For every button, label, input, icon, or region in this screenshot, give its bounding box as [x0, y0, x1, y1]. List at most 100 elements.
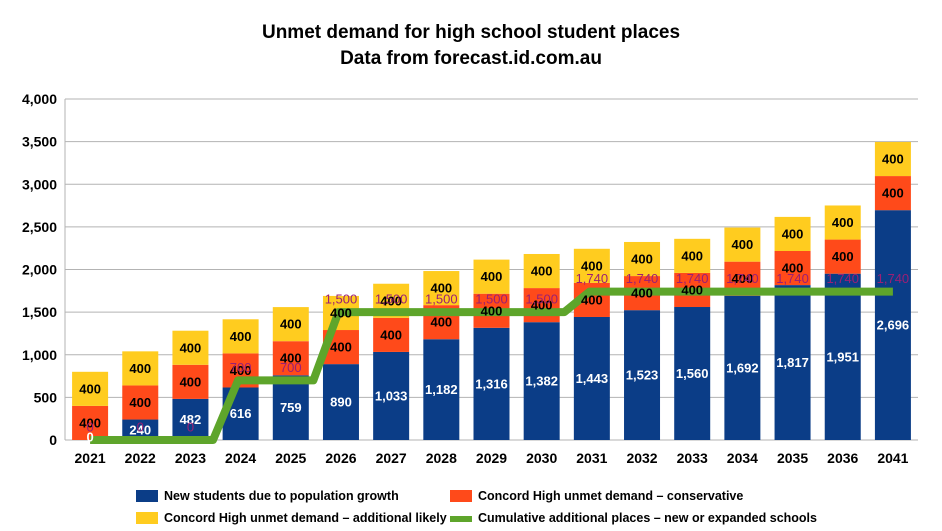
bar-new-students — [272, 375, 309, 440]
data-label-cumulative: 1,740 — [576, 271, 609, 286]
data-label-new-students: 482 — [180, 412, 202, 427]
data-label-new-students: 0 — [86, 430, 93, 445]
bar-conservative — [774, 251, 811, 286]
x-tick-label: 2021 — [75, 450, 106, 466]
bar-additional-likely — [272, 307, 309, 342]
data-label-new-students: 1,182 — [425, 382, 458, 397]
bar-new-students — [322, 364, 359, 440]
data-label-conservative: 400 — [681, 282, 703, 297]
legend-item-conservative: Concord High unmet demand – conservative — [450, 489, 743, 503]
data-label-conservative: 400 — [732, 271, 754, 286]
bar-additional-likely — [473, 259, 510, 294]
y-tick-label: 3,500 — [22, 134, 57, 150]
data-label-new-students: 1,316 — [475, 376, 508, 391]
data-label-conservative: 400 — [380, 327, 402, 342]
legend-swatch-additional-likely — [136, 512, 158, 524]
data-label-conservative: 400 — [79, 415, 101, 430]
bar-new-students — [824, 273, 861, 440]
data-label-conservative: 400 — [280, 351, 302, 366]
x-tick-label: 2041 — [877, 450, 908, 466]
y-tick-label: 1,000 — [22, 347, 57, 363]
x-tick-label: 2028 — [426, 450, 457, 466]
data-label-additional-likely: 400 — [430, 281, 452, 296]
data-label-cumulative: 1,500 — [375, 292, 408, 307]
data-label-additional-likely: 400 — [581, 258, 603, 273]
x-tick-label: 2035 — [777, 450, 808, 466]
legend-swatch-cumulative — [450, 515, 472, 522]
data-label-new-students: 616 — [230, 406, 252, 421]
y-tick-label: 2,000 — [22, 262, 57, 278]
x-tick-label: 2032 — [626, 450, 657, 466]
bar-additional-likely — [774, 216, 811, 252]
legend-swatch-conservative — [450, 490, 472, 502]
bar-conservative — [373, 317, 410, 352]
data-label-additional-likely: 400 — [481, 269, 503, 284]
data-label-additional-likely: 400 — [180, 340, 202, 355]
data-label-conservative: 400 — [782, 261, 804, 276]
data-label-cumulative: 700 — [280, 360, 302, 375]
legend-item-additional-likely: Concord High unmet demand – additional l… — [136, 511, 447, 525]
data-label-conservative: 400 — [481, 303, 503, 318]
bar-conservative — [122, 385, 159, 420]
data-label-new-students: 1,692 — [726, 360, 759, 375]
data-label-conservative: 400 — [832, 249, 854, 264]
data-label-conservative: 400 — [631, 286, 653, 301]
bar-new-students — [674, 307, 711, 440]
bar-additional-likely — [222, 319, 259, 354]
data-label-additional-likely: 400 — [631, 252, 653, 267]
chart-subtitle: Data from forecast.id.com.au — [340, 48, 602, 69]
data-label-new-students: 1,382 — [525, 374, 558, 389]
data-label-additional-likely: 400 — [531, 264, 553, 279]
chart-title: Unmet demand for high school student pla… — [261, 22, 681, 43]
data-label-cumulative: 0 — [137, 420, 144, 435]
x-tick-label: 2027 — [376, 450, 407, 466]
legend-item-cumulative: Cumulative additional places – new or ex… — [450, 511, 817, 525]
data-label-additional-likely: 400 — [230, 329, 252, 344]
data-label-conservative: 400 — [882, 186, 904, 201]
bar-additional-likely — [523, 253, 560, 289]
bar-new-students — [473, 327, 510, 440]
legend-label-additional-likely: Concord High unmet demand – additional l… — [164, 511, 447, 525]
y-tick-label: 500 — [34, 389, 58, 405]
y-tick-label: 2,500 — [22, 219, 57, 235]
legend-label-conservative: Concord High unmet demand – conservative — [478, 489, 744, 503]
data-label-new-students: 759 — [280, 400, 302, 415]
bar-additional-likely — [674, 238, 711, 273]
data-label-new-students: 1,033 — [375, 388, 408, 403]
y-tick-label: 4,000 — [22, 91, 57, 107]
y-tick-label: 1,500 — [22, 304, 57, 320]
data-label-additional-likely: 400 — [732, 237, 754, 252]
data-label-new-students: 890 — [330, 395, 352, 410]
data-label-cumulative: 1,500 — [325, 292, 358, 307]
data-label-new-students: 2,696 — [877, 318, 910, 333]
data-label-new-students: 1,817 — [776, 355, 809, 370]
data-label-cumulative: 1,500 — [475, 292, 508, 307]
y-tick-label: 0 — [49, 432, 57, 448]
bar-additional-likely — [824, 205, 861, 240]
bar-additional-likely — [72, 371, 109, 406]
data-label-cumulative: 1,740 — [626, 271, 659, 286]
data-label-cumulative: 1,740 — [726, 271, 759, 286]
data-label-new-students: 240 — [129, 422, 151, 437]
bar-conservative — [874, 176, 911, 211]
data-label-conservative: 400 — [330, 340, 352, 355]
bar-new-students — [874, 210, 911, 440]
x-tick-label: 2024 — [225, 450, 256, 466]
x-tick-label: 2023 — [175, 450, 206, 466]
bar-conservative — [824, 239, 861, 274]
data-label-additional-likely: 400 — [882, 152, 904, 167]
x-tick-label: 2036 — [827, 450, 858, 466]
data-label-new-students: 1,523 — [626, 368, 659, 383]
data-label-cumulative: 0 — [86, 420, 93, 435]
bar-additional-likely — [122, 351, 159, 386]
bar-new-students — [624, 310, 661, 440]
legend-label-cumulative: Cumulative additional places – new or ex… — [478, 511, 817, 525]
data-label-conservative: 400 — [430, 315, 452, 330]
x-tick-label: 2029 — [476, 450, 507, 466]
data-label-additional-likely: 400 — [280, 317, 302, 332]
data-label-cumulative: 1,740 — [776, 271, 809, 286]
bar-additional-likely — [172, 330, 209, 365]
x-tick-label: 2034 — [727, 450, 758, 466]
data-label-additional-likely: 400 — [782, 226, 804, 241]
